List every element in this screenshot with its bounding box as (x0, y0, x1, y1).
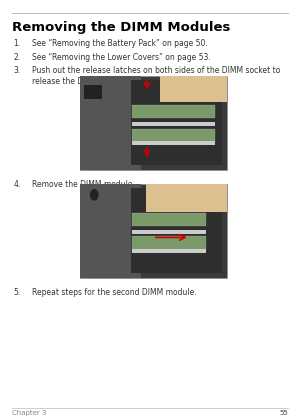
Text: 5.: 5. (14, 288, 21, 297)
Bar (84, 85, 101, 99)
Bar (131, 80, 222, 165)
Text: Chapter 3: Chapter 3 (12, 410, 46, 416)
Text: 4.: 4. (14, 180, 21, 189)
Bar (132, 141, 215, 144)
Text: Removing the DIMM Modules: Removing the DIMM Modules (12, 21, 230, 34)
Bar (132, 249, 206, 252)
Bar (132, 105, 215, 118)
Text: See “Removing the Lower Covers” on page 53.: See “Removing the Lower Covers” on page … (32, 52, 210, 61)
Bar (80, 184, 226, 278)
Bar (132, 122, 215, 126)
Bar (131, 188, 222, 273)
Bar (160, 76, 226, 102)
Text: 55: 55 (279, 410, 288, 416)
Bar (132, 230, 206, 234)
Bar (146, 184, 226, 212)
Text: 1.: 1. (14, 39, 21, 47)
Text: See “Removing the Battery Pack” on page 50.: See “Removing the Battery Pack” on page … (32, 39, 207, 47)
Text: 3.: 3. (14, 66, 21, 75)
Bar (80, 184, 141, 278)
Circle shape (91, 190, 98, 200)
Text: Push out the release latches on both sides of the DIMM socket to release the DIM: Push out the release latches on both sid… (32, 66, 280, 86)
Bar (132, 236, 206, 249)
Bar (80, 76, 226, 170)
Bar (132, 129, 215, 142)
Text: Remove the DIMM module.: Remove the DIMM module. (32, 180, 134, 189)
Text: Repeat steps for the second DIMM module.: Repeat steps for the second DIMM module. (32, 288, 196, 297)
Bar (132, 213, 206, 226)
Bar (80, 76, 141, 170)
Text: 2.: 2. (14, 52, 21, 61)
